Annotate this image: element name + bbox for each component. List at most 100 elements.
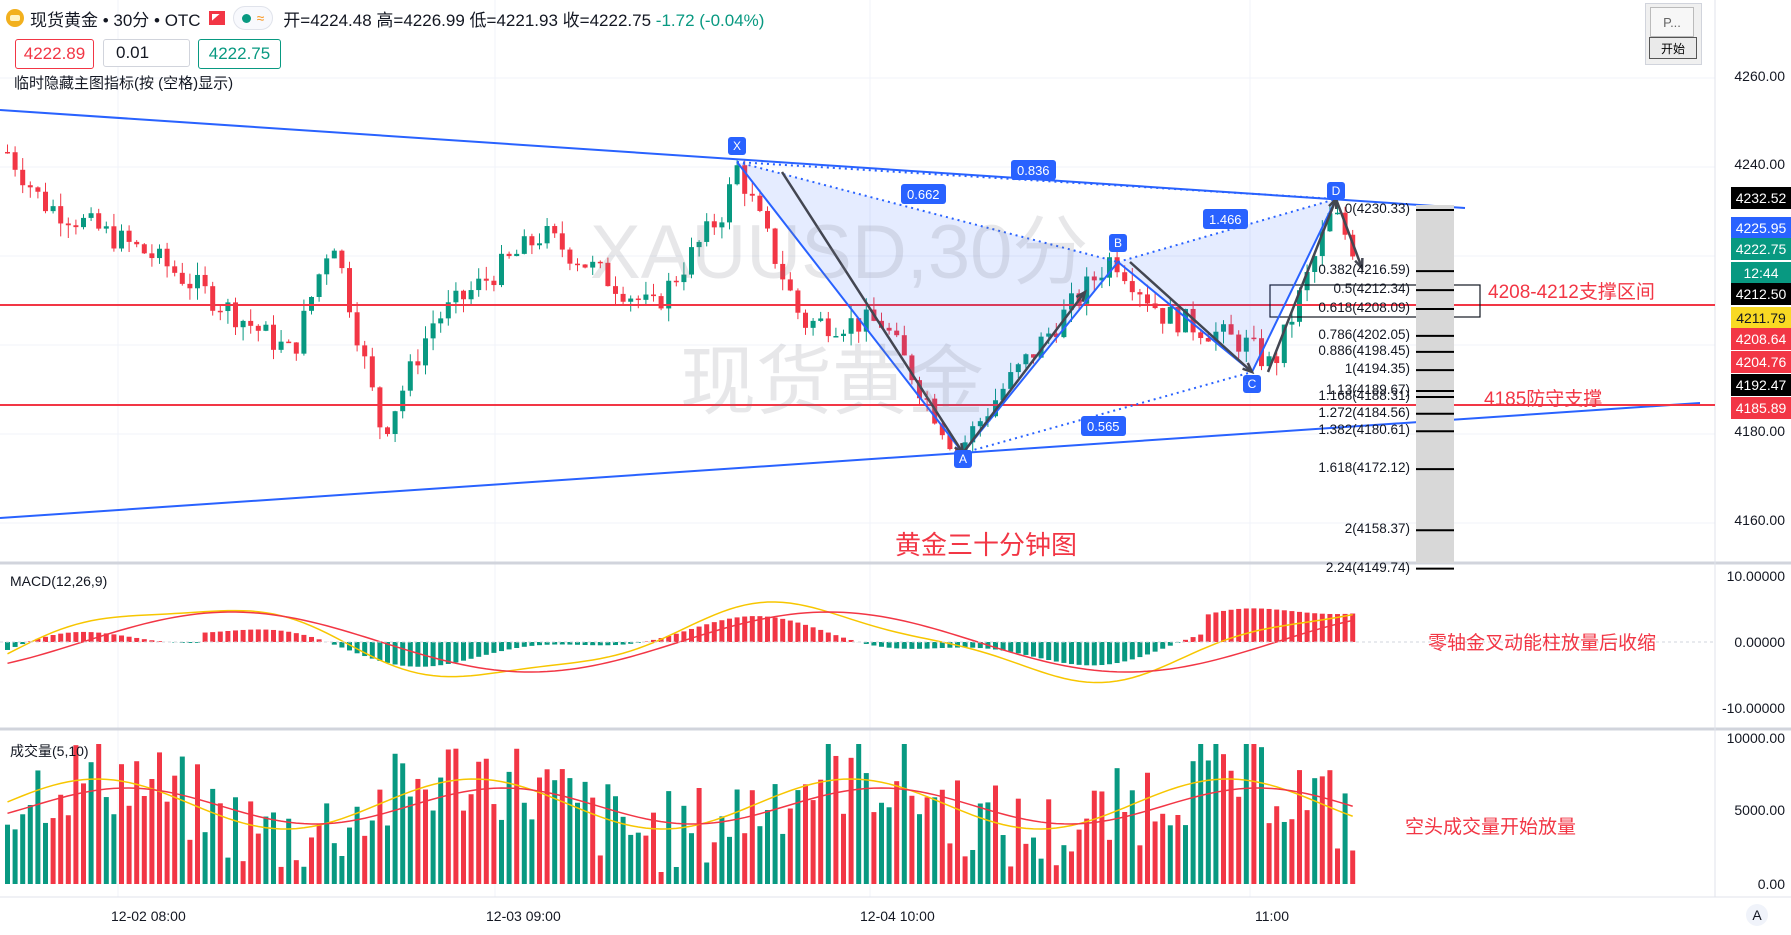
candle (757, 195, 763, 211)
arrow-head (1354, 257, 1364, 272)
candle (1114, 257, 1120, 273)
candle (362, 345, 368, 357)
pattern-point-c[interactable]: C (1243, 375, 1261, 393)
volume-bar (255, 833, 261, 884)
candle (369, 356, 375, 388)
candle (917, 380, 922, 399)
candle (765, 210, 770, 229)
volume-bar (43, 822, 48, 884)
buy-button[interactable]: 4222.75 (198, 39, 281, 69)
macd-histogram-bar (1274, 609, 1280, 642)
candle (795, 290, 801, 313)
volume-bar (666, 791, 672, 884)
volume-bar (1008, 866, 1014, 884)
macd-histogram-bar (271, 629, 276, 642)
candle (1122, 272, 1128, 282)
volume-bar (749, 790, 755, 884)
volume-bar (157, 752, 162, 884)
volume-bar (461, 810, 466, 884)
candle (453, 290, 459, 303)
volume-bar (1243, 744, 1249, 884)
pattern-point-d[interactable]: D (1327, 182, 1345, 200)
macd-histogram-bar (1266, 608, 1272, 642)
volume-bar (1145, 772, 1150, 884)
macd-histogram-bar (240, 629, 246, 642)
macd-histogram-bar (765, 616, 770, 642)
macd-histogram-bar (354, 642, 360, 654)
macd-histogram-bar (1304, 612, 1310, 642)
volume-bar (537, 777, 542, 884)
candle (529, 236, 535, 246)
macd-histogram-bar (202, 632, 208, 642)
volume-bar (1023, 843, 1029, 884)
candle (499, 253, 504, 286)
volume-title[interactable]: 成交量(5,10) (10, 743, 89, 759)
macd-histogram-bar (651, 639, 656, 642)
symbol-title[interactable]: 现货黄金 • 30分 • OTC (30, 10, 201, 30)
flag-icon[interactable] (208, 11, 225, 25)
volume-bar (119, 764, 124, 884)
volume-bar (1312, 778, 1318, 884)
candle (35, 187, 41, 192)
macd-title[interactable]: MACD(12,26,9) (10, 573, 108, 589)
macd-histogram-bar (1076, 642, 1082, 665)
macd-histogram-bar (1122, 642, 1128, 662)
price-tick: 4160.00 (1734, 512, 1785, 528)
macd-histogram-bar (483, 642, 489, 655)
volume-bar (141, 796, 147, 884)
macd-histogram-bar (233, 630, 238, 642)
macd-histogram-bar (605, 642, 611, 646)
macd-histogram-bar (316, 639, 322, 642)
pattern-point-b[interactable]: B (1109, 234, 1127, 252)
macd-histogram-bar (863, 642, 869, 644)
macd-histogram-bar (58, 633, 64, 642)
pattern-point-a[interactable]: A (954, 450, 972, 468)
macd-histogram-bar (377, 642, 383, 661)
support-zone-label: 4208-4212支撑区间 (1488, 282, 1655, 303)
candle (1145, 294, 1150, 304)
candle (590, 261, 596, 268)
macd-histogram-bar (12, 642, 18, 647)
volume-bar (985, 802, 991, 884)
macd-histogram-bar (742, 616, 748, 642)
volume-bar (187, 839, 193, 884)
macd-histogram-bar (575, 642, 580, 645)
arrow-line (1266, 198, 1338, 373)
volume-bar (1031, 837, 1036, 884)
macd-histogram-bar (1236, 608, 1242, 642)
volume-bar (977, 803, 983, 884)
volume-bar (506, 771, 512, 884)
candle (787, 279, 793, 291)
auto-scale-button[interactable]: A (1746, 904, 1768, 926)
candle (628, 298, 634, 302)
volume-bar (134, 761, 140, 884)
market-status-pill[interactable]: ≈ (232, 6, 274, 30)
volume-bar (5, 824, 10, 884)
macd-histogram-bar (126, 636, 132, 642)
candle (582, 264, 588, 268)
macd-histogram-bar (248, 629, 254, 642)
sell-button[interactable]: 4222.89 (15, 39, 94, 69)
candle (1107, 257, 1112, 278)
macd-histogram-bar (476, 642, 482, 657)
start-button[interactable]: 开始 (1649, 37, 1697, 59)
candle (286, 341, 292, 344)
candle (1243, 337, 1249, 352)
candle (1023, 354, 1029, 365)
pattern-point-x[interactable]: X (728, 137, 746, 155)
quantity-input[interactable]: 0.01 (103, 39, 190, 67)
macd-histogram-bar (1008, 642, 1014, 652)
volume-bar (27, 804, 33, 884)
chart-title-annotation: 黄金三十分钟图 (895, 530, 1078, 560)
volume-bar (164, 801, 170, 884)
arrow-head (1075, 289, 1087, 303)
candle (673, 280, 679, 283)
volume-tick: 0.00 (1757, 876, 1785, 892)
volume-bar (810, 800, 816, 884)
ohlc-readout: 开=4224.48 高=4226.99 低=4221.93 收=4222.75 … (283, 6, 764, 31)
candle (833, 336, 839, 338)
candle (316, 274, 322, 297)
candle (1183, 308, 1188, 333)
candle (1046, 333, 1052, 337)
